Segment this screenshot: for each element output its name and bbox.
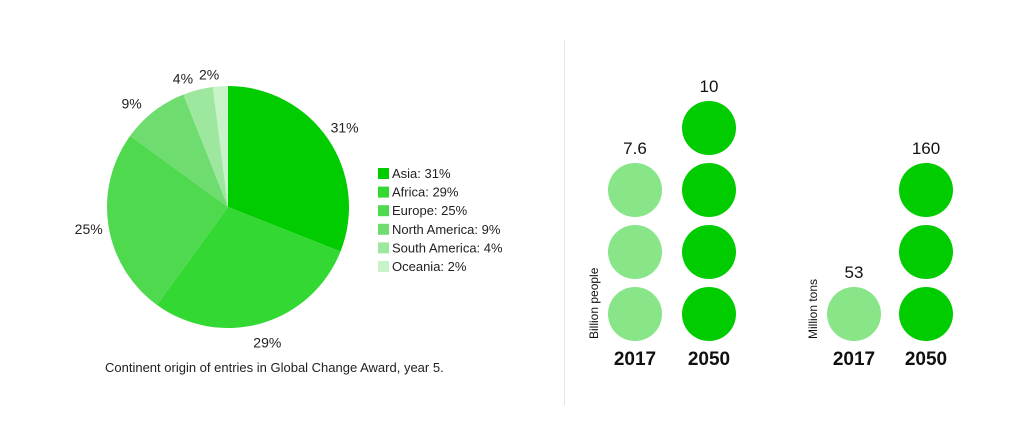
value-circle [682, 101, 736, 155]
year-label: 2050 [905, 349, 947, 370]
pie-slice-label: 9% [121, 96, 141, 112]
legend-label: South America: 4% [392, 240, 503, 255]
pie-slice-label: 25% [75, 221, 103, 237]
panel-divider [564, 40, 565, 405]
population-chart: 7.6 2017 10 2050 Billion people [587, 77, 736, 370]
legend-label: Oceania: 2% [392, 259, 467, 274]
legend-swatch [378, 186, 389, 198]
pie-caption: Continent origin of entries in Global Ch… [105, 360, 444, 375]
value-circle [682, 287, 736, 341]
pie-legend: Asia: 31% Africa: 29% Europe: 25% North Ame… [378, 166, 503, 274]
value-circle [899, 225, 953, 279]
y-axis-label: Million tons [806, 279, 820, 339]
value-circle [899, 163, 953, 217]
year-label: 2050 [688, 349, 730, 370]
value-label: 7.6 [623, 139, 647, 158]
pie-slice-south-america [183, 86, 228, 207]
pie-chart: 31% 29% 25% 9% 4% 2% [75, 66, 359, 350]
legend-swatch [378, 242, 389, 254]
pie-slice-label: 31% [331, 120, 359, 136]
legend-swatch [378, 261, 389, 272]
legend-swatch [378, 168, 389, 179]
year-label: 2017 [833, 349, 875, 370]
pie-slice-label: 4% [173, 70, 193, 86]
pie-slice-europe [107, 135, 228, 305]
value-circle [899, 287, 953, 341]
pie-slice-north-america [130, 94, 228, 207]
value-circle [608, 225, 662, 279]
legend-label: Asia: 31% [392, 166, 451, 181]
pie-slice-asia [228, 86, 349, 252]
pie-slice-oceania [212, 86, 228, 207]
value-label: 10 [700, 77, 719, 96]
legend-swatch [378, 205, 389, 217]
value-circle [682, 225, 736, 279]
tonnage-chart: 53 2017 160 2050 Million tons [806, 139, 953, 370]
value-circle [827, 287, 881, 341]
legend-label: North America: 9% [392, 222, 501, 237]
legend-label: Europe: 25% [392, 203, 468, 218]
pie-slice-label: 2% [199, 66, 219, 82]
value-circle [608, 287, 662, 341]
legend-swatch [378, 223, 389, 235]
pie-slice-africa [156, 207, 341, 328]
value-circle [608, 163, 662, 217]
year-label: 2017 [614, 349, 656, 370]
value-circle [682, 163, 736, 217]
pie-slice-label: 29% [253, 334, 281, 350]
legend-label: Africa: 29% [392, 185, 459, 200]
y-axis-label: Billion people [587, 267, 601, 339]
value-label: 53 [845, 263, 864, 282]
value-label: 160 [912, 139, 940, 158]
